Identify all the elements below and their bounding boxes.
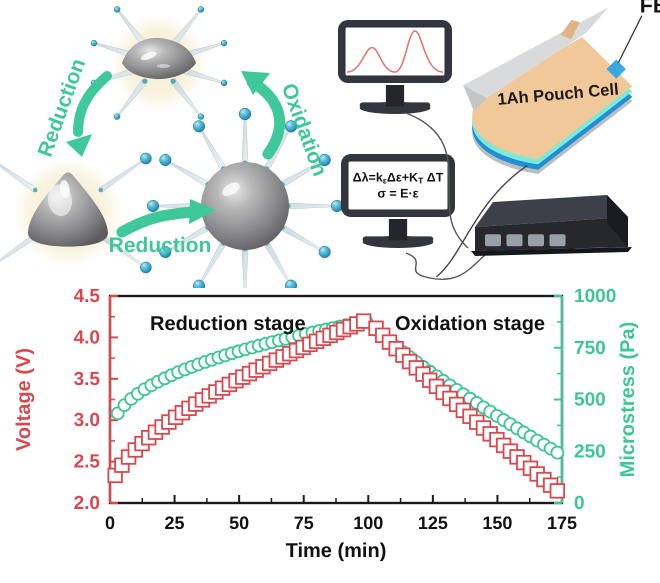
svg-text:Microstress (Pa): Microstress (Pa) [617, 322, 639, 478]
svg-text:0: 0 [105, 513, 115, 533]
svg-text:4.5: 4.5 [74, 286, 101, 307]
svg-text:2.0: 2.0 [74, 493, 100, 514]
svg-text:250: 250 [574, 441, 606, 462]
svg-text:175: 175 [547, 513, 577, 533]
svg-text:Voltage (V): Voltage (V) [13, 348, 35, 451]
svg-text:125: 125 [418, 513, 448, 533]
svg-text:500: 500 [574, 390, 606, 411]
svg-text:1000: 1000 [574, 286, 616, 307]
svg-text:4.0: 4.0 [74, 327, 100, 348]
svg-text:50: 50 [229, 513, 249, 533]
svg-text:750: 750 [574, 338, 606, 359]
svg-text:150: 150 [482, 513, 512, 533]
svg-text:2.5: 2.5 [74, 452, 101, 473]
svg-text:0: 0 [574, 493, 585, 514]
svg-text:25: 25 [165, 513, 185, 533]
svg-text:3.0: 3.0 [74, 410, 100, 431]
svg-text:Reduction stage: Reduction stage [150, 313, 306, 335]
svg-text:75: 75 [294, 513, 314, 533]
svg-text:3.5: 3.5 [74, 369, 101, 390]
svg-text:100: 100 [353, 513, 383, 533]
svg-text:Oxidation stage: Oxidation stage [395, 313, 545, 335]
svg-text:Time (min): Time (min) [286, 540, 387, 562]
